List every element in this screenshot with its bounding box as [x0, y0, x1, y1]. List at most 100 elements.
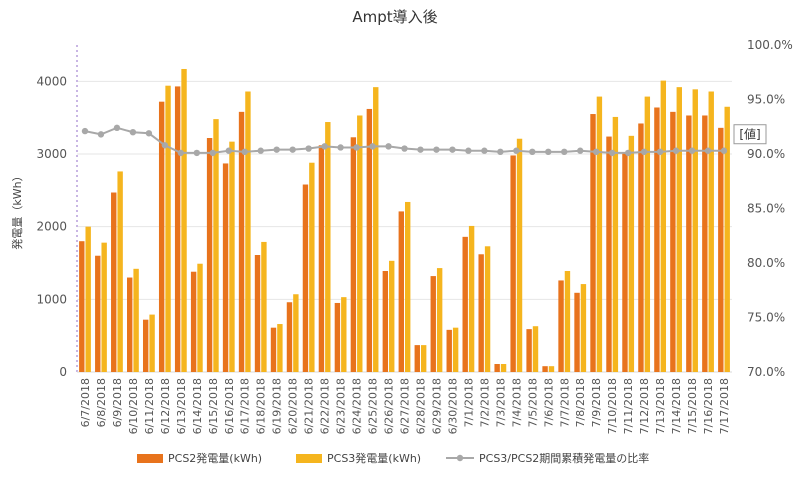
bar-pcs2 — [718, 127, 724, 372]
bar-pcs3 — [676, 87, 682, 372]
bar-pcs3 — [708, 91, 714, 373]
bar-pcs3 — [516, 138, 523, 372]
bar-pcs3 — [389, 260, 395, 372]
x-tick-label: 6/9/2018 — [111, 378, 124, 427]
ratio-point — [561, 148, 568, 156]
bar-pcs2 — [158, 101, 165, 373]
ratio-point — [593, 148, 600, 156]
legend-swatch-ratio-marker — [456, 454, 464, 462]
bar-pcs2 — [334, 302, 341, 372]
bar-pcs3 — [628, 135, 635, 372]
ratio-point — [241, 148, 248, 156]
legend-swatch-pcs2 — [137, 454, 163, 463]
bar-pcs2 — [670, 111, 676, 372]
bar-pcs3 — [484, 246, 491, 372]
chart-title: Ampt導入後 — [352, 8, 437, 26]
x-tick-label: 7/16/2018 — [702, 378, 715, 434]
bar-pcs2 — [222, 163, 229, 372]
ratio-point — [385, 143, 392, 150]
y2-tick-label: 75.0% — [747, 311, 785, 325]
ratio-point — [289, 146, 296, 153]
ratio-point — [672, 147, 680, 154]
y2-tick-label: 85.0% — [747, 202, 785, 216]
x-tick-label: 6/15/2018 — [207, 378, 220, 434]
bar-pcs2 — [95, 255, 101, 372]
y-tick-label: 0 — [59, 365, 67, 379]
bar-pcs2 — [238, 111, 245, 372]
bar-pcs3 — [325, 122, 331, 372]
x-tick-label: 6/29/2018 — [430, 378, 443, 434]
bar-pcs2 — [174, 86, 181, 373]
legend-label-pcs2: PCS2発電量(kWh) — [168, 451, 262, 465]
bar-pcs3 — [149, 314, 155, 372]
bar-pcs3 — [436, 268, 443, 372]
bar-pcs2 — [79, 241, 85, 372]
bar-pcs3 — [85, 226, 91, 372]
y2-tick-label: 95.0% — [747, 93, 785, 107]
bar-pcs3 — [213, 119, 219, 373]
x-tick-label: 6/25/2018 — [367, 378, 380, 434]
x-tick-label: 7/10/2018 — [606, 378, 619, 434]
bar-pcs3 — [548, 366, 555, 372]
legend-label-pcs3: PCS3発電量(kWh) — [327, 451, 421, 465]
bar-pcs3 — [596, 96, 603, 373]
ratio-point — [401, 145, 408, 152]
ratio-point — [161, 142, 169, 149]
legend-swatch-pcs3 — [296, 454, 322, 463]
bar-pcs2 — [302, 184, 309, 372]
x-tick-label: 6/12/2018 — [159, 378, 172, 434]
x-tick-label: 7/1/2018 — [462, 378, 475, 427]
bar-pcs3 — [341, 297, 347, 372]
bar-pcs3 — [612, 116, 619, 372]
ratio-point — [305, 145, 312, 152]
x-tick-label: 6/10/2018 — [127, 378, 140, 434]
y2-tick-label: 80.0% — [747, 256, 785, 270]
bar-pcs2 — [542, 366, 548, 372]
bar-pcs2 — [702, 115, 708, 372]
bar-pcs2 — [398, 211, 404, 372]
x-tick-label: 7/4/2018 — [510, 378, 523, 427]
x-tick-label: 6/23/2018 — [335, 378, 348, 434]
x-tick-label: 6/7/2018 — [79, 378, 92, 427]
bar-pcs2 — [638, 123, 644, 372]
bar-pcs2 — [590, 114, 596, 373]
bar-pcs2 — [254, 255, 261, 372]
plot-area: 0 1000 2000 3000 4000 70.0% 75.0% 80.0% 85.0% 90.… — [36, 38, 792, 434]
x-tick-label: 7/8/2018 — [574, 378, 587, 427]
bar-pcs2 — [654, 107, 660, 372]
ratio-point — [193, 149, 201, 157]
data-label-box — [733, 124, 767, 145]
bar-pcs3 — [420, 345, 427, 372]
bar-pcs3 — [261, 241, 267, 372]
ratio-point — [481, 147, 488, 154]
x-tick-label: 7/15/2018 — [686, 378, 699, 434]
x-tick-label: 6/8/2018 — [95, 378, 108, 427]
bar-pcs3 — [692, 89, 698, 373]
ratio-point — [113, 124, 121, 132]
bar-pcs3 — [564, 270, 571, 372]
ratio-point — [465, 147, 472, 154]
y2-tick-label: 100.0% — [747, 38, 793, 52]
legend: PCS2発電量(kWh) PCS3発電量(kWh) PCS3/PCS2期間累積発電量… — [137, 451, 649, 465]
x-tick-label: 6/26/2018 — [383, 378, 396, 434]
x-tick-label: 7/9/2018 — [590, 378, 603, 427]
x-tick-label: 6/11/2018 — [143, 378, 156, 434]
x-tick-label: 6/24/2018 — [351, 378, 364, 434]
ratio-point — [720, 147, 728, 154]
x-tick-label: 6/13/2018 — [175, 378, 188, 434]
bar-pcs3 — [197, 263, 203, 372]
x-tick-label: 6/16/2018 — [223, 378, 236, 434]
bar-pcs3 — [468, 225, 475, 372]
bar-pcs3 — [293, 294, 299, 372]
bar-pcs2 — [206, 138, 213, 372]
x-tick-label: 6/21/2018 — [303, 378, 316, 434]
x-tick-label: 6/18/2018 — [255, 378, 268, 434]
ratio-point — [624, 149, 632, 157]
bar-pcs2 — [286, 302, 293, 372]
bar-pcs3 — [229, 141, 235, 372]
bar-pcs2 — [446, 329, 452, 372]
ratio-point — [81, 127, 89, 135]
ratio-point — [449, 146, 456, 153]
bar-pcs3 — [452, 327, 459, 372]
